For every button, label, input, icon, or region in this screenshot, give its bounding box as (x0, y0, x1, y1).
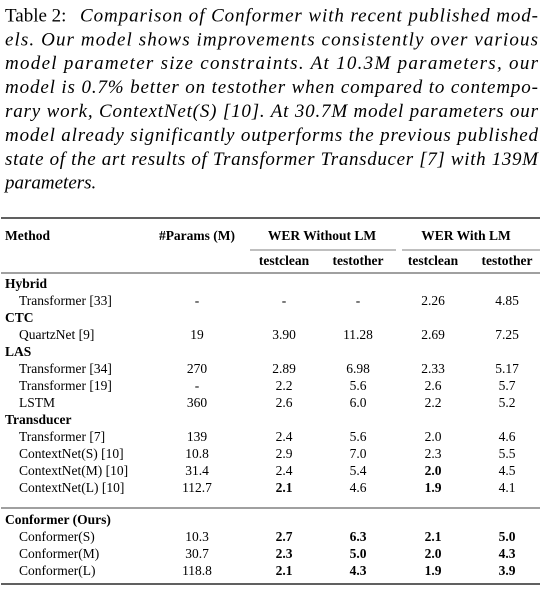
table-cell: 2.89 (272, 361, 296, 376)
table-cell: 5.17 (495, 361, 519, 376)
table-cell: 2.1 (276, 563, 293, 578)
method-name: Transformer [34] (19, 361, 112, 376)
method-name: ContextNet(L) [10] (19, 480, 124, 495)
method-name: Conformer(L) (19, 563, 95, 578)
table-cell: 31.4 (185, 463, 209, 478)
group-name: Conformer (Ours) (5, 512, 111, 527)
table-cell: 118.8 (182, 563, 212, 578)
method-name: ContextNet(M) [10] (19, 463, 128, 478)
caption-line: parameters. (3, 173, 96, 194)
caption-line: Comparison of Conformer with recent publ… (80, 5, 538, 26)
table-cell: 3.9 (499, 563, 516, 578)
caption-line: state of the art results of Transformer … (5, 149, 539, 170)
table-cell: 4.3 (350, 563, 367, 578)
method-name: Conformer(S) (19, 529, 95, 544)
table-cell: 2.69 (421, 327, 445, 342)
table-cell: - (356, 293, 361, 308)
table-cell: 360 (187, 395, 208, 410)
table-cell: 4.3 (499, 546, 516, 561)
table-cell: 2.0 (425, 429, 442, 444)
table-cell: 2.6 (425, 378, 442, 393)
table-cell: 7.0 (350, 446, 367, 461)
table-cell: 270 (187, 361, 208, 376)
table-cell: 4.85 (495, 293, 519, 308)
group-name: CTC (5, 310, 34, 325)
table-cell: 5.0 (350, 546, 367, 561)
method-name: Transformer [33] (19, 293, 112, 308)
table-cell: 2.0 (425, 546, 442, 561)
method-name: QuartzNet [9] (19, 327, 94, 342)
subcolumn-header: testother (333, 253, 384, 268)
table-cell: - (195, 293, 200, 308)
subcolumn-header: testclean (408, 253, 459, 268)
table-cell: 139 (187, 429, 208, 444)
caption-line: model already significantly outperforms … (5, 125, 539, 146)
column-header: Method (5, 228, 50, 243)
table-cell: 6.98 (346, 361, 370, 376)
table-cell: 19 (190, 327, 204, 342)
method-name: Transformer [7] (19, 429, 105, 444)
table-cell: 2.7 (276, 529, 293, 544)
table-cell: 2.1 (276, 480, 293, 495)
table-cell: 10.8 (185, 446, 209, 461)
group-name: Hybrid (5, 276, 48, 291)
caption-line: rary work, ContextNet(S) [10]. At 30.7M … (5, 101, 539, 122)
table-cell: 2.3 (425, 446, 442, 461)
caption-label: Table 2: (5, 5, 66, 26)
caption-line: els. Our model shows improvements consis… (5, 29, 538, 50)
table-cell: 3.90 (272, 327, 296, 342)
column-header: #Params (M) (159, 228, 235, 243)
table-cell: 2.33 (421, 361, 445, 376)
method-name: Transformer [19] (19, 378, 112, 393)
column-header: WER With LM (421, 228, 511, 243)
table-cell: 4.1 (499, 480, 516, 495)
table-cell: 4.5 (499, 463, 516, 478)
table-cell: 6.0 (350, 395, 367, 410)
method-name: Conformer(M) (19, 546, 99, 561)
table-cell: 5.5 (499, 446, 516, 461)
table-cell: 2.4 (276, 463, 293, 478)
method-name: ContextNet(S) [10] (19, 446, 124, 461)
table-cell: 2.9 (276, 446, 293, 461)
table-cell: 4.6 (499, 429, 516, 444)
table-cell: 2.1 (425, 529, 442, 544)
table-cell: 1.9 (425, 480, 442, 495)
table-cell: 30.7 (185, 546, 209, 561)
table-cell: 2.2 (425, 395, 442, 410)
table-cell: 5.4 (350, 463, 367, 478)
table-cell: 5.2 (499, 395, 516, 410)
table-cell: 2.6 (276, 395, 293, 410)
table-cell: 2.4 (276, 429, 293, 444)
table-cell: 5.0 (499, 529, 516, 544)
table-cell: 6.3 (350, 529, 367, 544)
table-cell: 5.6 (350, 429, 367, 444)
table-cell: 5.6 (350, 378, 367, 393)
table-cell: 7.25 (495, 327, 519, 342)
table-cell: 1.9 (425, 563, 442, 578)
table-cell: 2.26 (421, 293, 445, 308)
method-name: LSTM (19, 395, 55, 410)
table-cell: 2.2 (276, 378, 293, 393)
caption-line: model is 0.7% better on testother when c… (5, 77, 538, 98)
table-cell: 2.0 (425, 463, 442, 478)
table-cell: 2.3 (276, 546, 293, 561)
table-cell: 112.7 (182, 480, 212, 495)
caption-line: model parameter size constraints. At 10.… (5, 53, 539, 74)
subcolumn-header: testclean (259, 253, 310, 268)
table-cell: 11.28 (343, 327, 373, 342)
column-header: WER Without LM (268, 228, 377, 243)
table-cell: 4.6 (350, 480, 367, 495)
table-cell: 10.3 (185, 529, 209, 544)
table-cell: - (282, 293, 287, 308)
group-name: LAS (5, 344, 31, 359)
table-cell: - (195, 378, 200, 393)
table-cell: 5.7 (499, 378, 516, 393)
group-name: Transducer (5, 412, 72, 427)
subcolumn-header: testother (482, 253, 533, 268)
